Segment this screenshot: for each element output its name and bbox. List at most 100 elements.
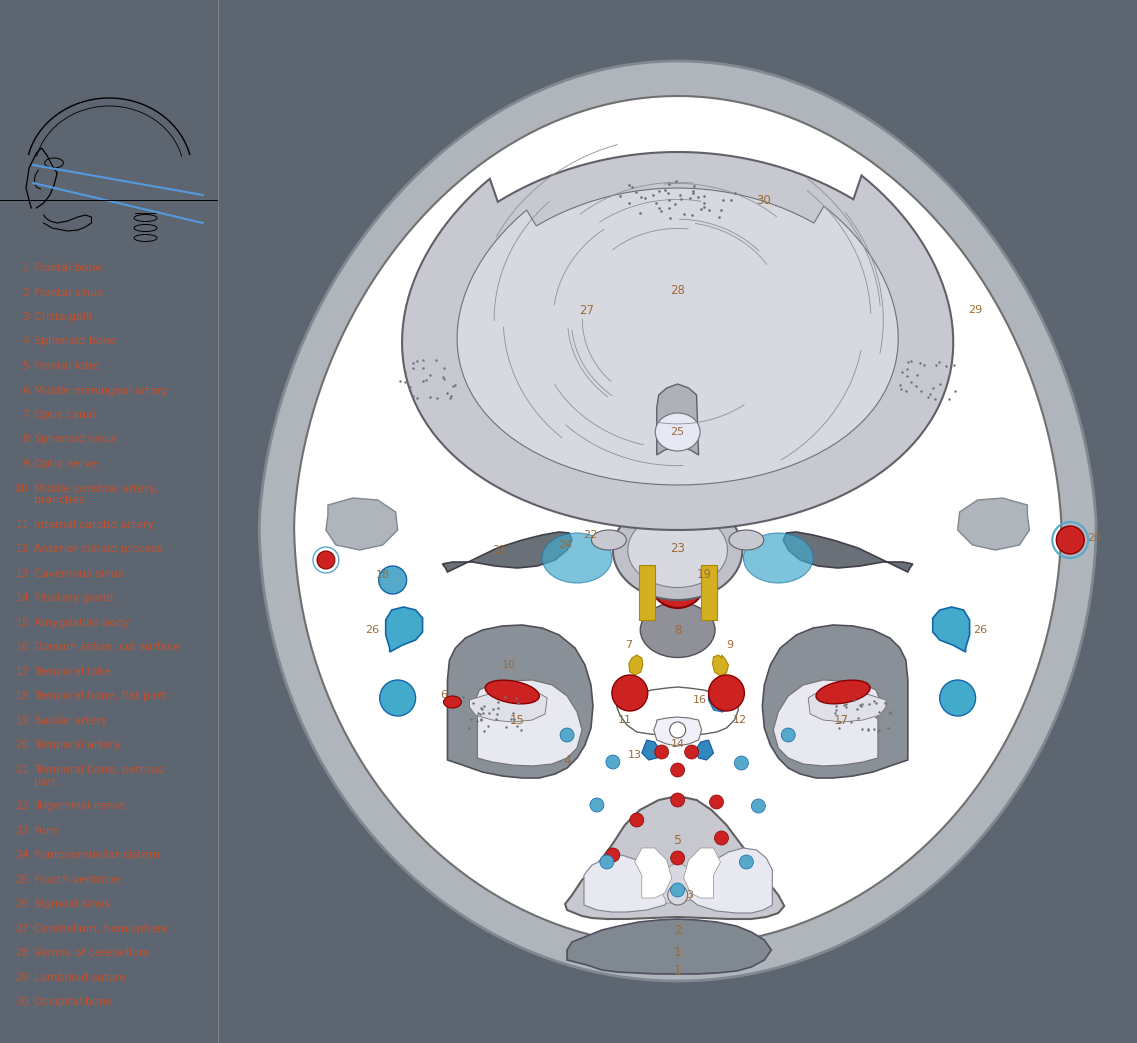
Text: 1: 1	[674, 946, 681, 960]
Circle shape	[781, 728, 795, 742]
Ellipse shape	[640, 603, 715, 657]
Text: 3: 3	[687, 890, 694, 900]
Text: Dorsum sellae, cut surface: Dorsum sellae, cut surface	[34, 642, 180, 652]
Text: Sphenoid sinus: Sphenoid sinus	[34, 435, 117, 444]
Text: Crista galli: Crista galli	[34, 312, 92, 322]
Circle shape	[600, 855, 614, 869]
Text: 26: 26	[16, 899, 30, 909]
Polygon shape	[634, 848, 672, 898]
Polygon shape	[442, 532, 572, 572]
Circle shape	[671, 793, 684, 807]
Text: 8: 8	[674, 624, 681, 636]
Text: 13: 13	[628, 750, 641, 760]
Polygon shape	[448, 625, 594, 778]
Text: Amygdaloid body: Amygdaloid body	[34, 617, 130, 628]
Polygon shape	[932, 607, 970, 652]
Circle shape	[671, 763, 684, 777]
Text: Basilar artery: Basilar artery	[34, 715, 108, 726]
Circle shape	[739, 855, 754, 869]
Circle shape	[752, 799, 765, 812]
Circle shape	[612, 675, 648, 711]
Circle shape	[561, 728, 574, 742]
Polygon shape	[326, 498, 398, 550]
Text: Trigeminal nerve: Trigeminal nerve	[34, 801, 125, 811]
Text: 20: 20	[1087, 533, 1102, 543]
Ellipse shape	[485, 680, 539, 704]
Text: 11: 11	[617, 715, 632, 725]
Circle shape	[655, 745, 669, 759]
Text: 1: 1	[674, 964, 681, 976]
Text: 29: 29	[969, 305, 982, 315]
Polygon shape	[470, 689, 547, 722]
Circle shape	[688, 383, 702, 397]
Polygon shape	[708, 692, 731, 712]
Text: Anterior clinoid process: Anterior clinoid process	[34, 544, 163, 554]
Polygon shape	[957, 498, 1029, 550]
Text: 5: 5	[673, 833, 682, 847]
Polygon shape	[681, 848, 772, 913]
Text: Lambdoid suture: Lambdoid suture	[34, 972, 126, 983]
Text: 17: 17	[833, 713, 848, 727]
Text: 15: 15	[509, 713, 524, 727]
Circle shape	[667, 886, 688, 905]
Text: 17: 17	[16, 666, 30, 677]
Text: 12: 12	[732, 715, 747, 725]
Circle shape	[714, 831, 729, 845]
Text: 7: 7	[23, 410, 30, 420]
Polygon shape	[713, 655, 729, 676]
Text: 11: 11	[16, 519, 30, 530]
Text: 20: 20	[15, 741, 30, 750]
Polygon shape	[762, 625, 907, 778]
Text: Optic nerve: Optic nerve	[34, 459, 98, 469]
Circle shape	[735, 756, 748, 770]
Text: part: part	[34, 777, 57, 786]
Text: 6: 6	[23, 386, 30, 395]
Text: 2: 2	[23, 288, 30, 297]
Text: 4: 4	[23, 337, 30, 346]
Ellipse shape	[816, 680, 870, 704]
Circle shape	[708, 675, 745, 711]
Text: 28: 28	[670, 284, 686, 296]
Circle shape	[717, 453, 731, 467]
Polygon shape	[783, 532, 913, 572]
Text: 25: 25	[16, 874, 30, 884]
Text: 18: 18	[16, 692, 30, 701]
Text: 23: 23	[16, 825, 30, 835]
Text: Fourth ventricle: Fourth ventricle	[34, 874, 121, 884]
Text: 7: 7	[625, 640, 632, 650]
Polygon shape	[657, 384, 698, 455]
Ellipse shape	[628, 512, 728, 587]
Text: Vermis of cerebellum: Vermis of cerebellum	[34, 948, 150, 959]
Text: 15: 15	[16, 617, 30, 628]
Ellipse shape	[655, 413, 700, 451]
Circle shape	[590, 798, 604, 812]
Text: 13: 13	[16, 568, 30, 579]
Text: Internal carotid artery: Internal carotid artery	[34, 519, 153, 530]
Text: 28: 28	[16, 948, 30, 959]
Text: 22: 22	[16, 801, 30, 811]
Text: Temporal bone, petrous: Temporal bone, petrous	[34, 765, 164, 775]
Text: 23: 23	[670, 541, 686, 555]
Text: Temporal lobe: Temporal lobe	[34, 666, 111, 677]
Text: 24: 24	[16, 850, 30, 860]
Text: 14: 14	[671, 739, 684, 749]
Circle shape	[1056, 526, 1085, 554]
Text: 10: 10	[15, 484, 30, 493]
Polygon shape	[773, 680, 880, 766]
Circle shape	[671, 413, 684, 427]
Ellipse shape	[744, 533, 813, 583]
Ellipse shape	[613, 500, 742, 600]
Text: Pituitary gland: Pituitary gland	[34, 593, 114, 603]
Text: 27: 27	[16, 923, 30, 933]
Polygon shape	[683, 848, 721, 898]
Polygon shape	[294, 96, 1061, 946]
Polygon shape	[808, 689, 886, 722]
Circle shape	[380, 680, 416, 715]
Circle shape	[655, 383, 669, 397]
Polygon shape	[475, 680, 582, 766]
Text: 9: 9	[23, 459, 30, 469]
Text: 10: 10	[503, 660, 516, 670]
Text: Frontal lobe: Frontal lobe	[34, 361, 99, 371]
Polygon shape	[696, 739, 714, 760]
Polygon shape	[565, 796, 785, 919]
